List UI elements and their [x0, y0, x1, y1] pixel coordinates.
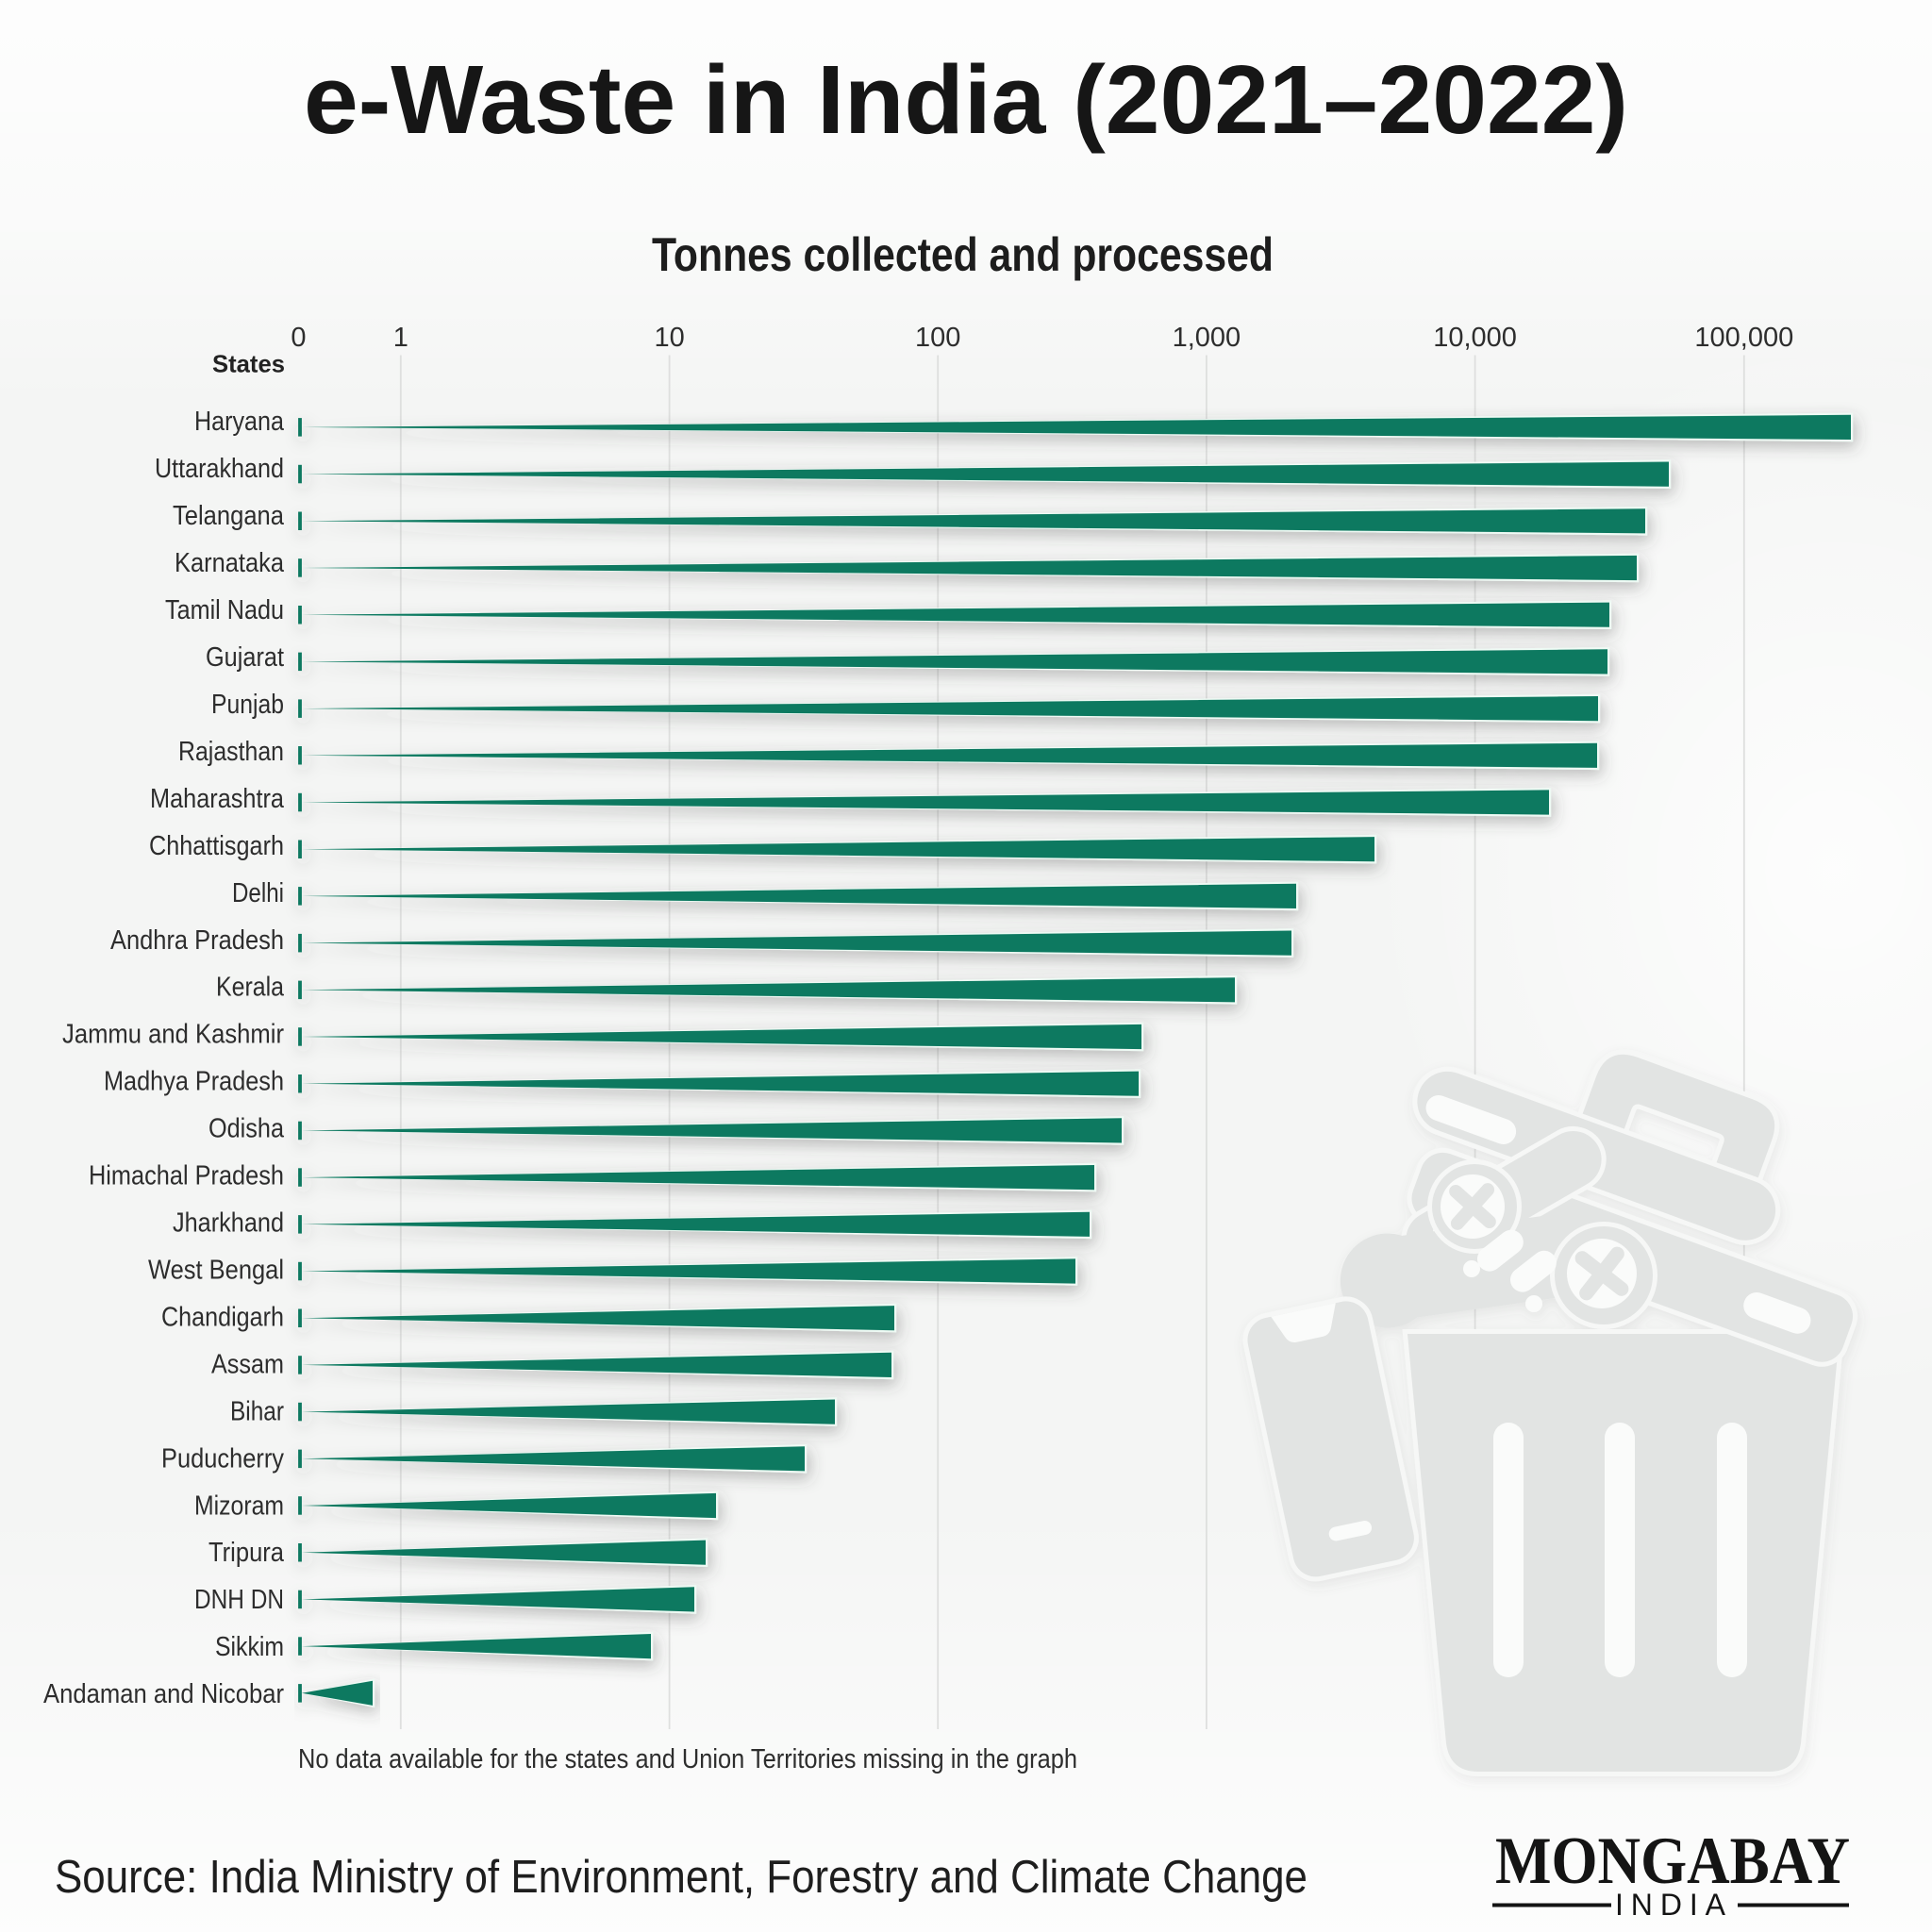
svg-text:Kerala: Kerala [216, 973, 285, 1003]
svg-text:Chandigarh: Chandigarh [161, 1302, 284, 1332]
svg-text:Gujarat: Gujarat [206, 642, 284, 673]
svg-text:Punjab: Punjab [211, 690, 284, 720]
svg-text:Andhra Pradesh: Andhra Pradesh [110, 925, 284, 956]
svg-text:Delhi: Delhi [232, 878, 284, 908]
svg-text:Haryana: Haryana [194, 407, 285, 437]
svg-text:Telangana: Telangana [173, 501, 285, 531]
svg-text:Tonnes collected and processed: Tonnes collected and processed [652, 228, 1274, 281]
svg-text:Tripura: Tripura [208, 1538, 285, 1568]
svg-text:Assam: Assam [211, 1349, 284, 1379]
svg-text:e-Waste in India (2021–2022): e-Waste in India (2021–2022) [304, 45, 1628, 154]
svg-text:Puducherry: Puducherry [161, 1443, 284, 1474]
svg-text:Odisha: Odisha [208, 1114, 285, 1144]
svg-text:100,000: 100,000 [1694, 323, 1793, 353]
svg-text:Tamil Nadu: Tamil Nadu [165, 595, 284, 625]
svg-text:Mizoram: Mizoram [194, 1491, 284, 1521]
svg-text:Uttarakhand: Uttarakhand [155, 454, 284, 484]
svg-text:Bihar: Bihar [230, 1396, 284, 1426]
svg-text:100: 100 [915, 323, 960, 353]
svg-text:1,000: 1,000 [1173, 323, 1241, 353]
svg-text:Himachal Pradesh: Himachal Pradesh [89, 1161, 284, 1191]
svg-text:INDIA: INDIA [1615, 1888, 1726, 1922]
svg-text:Andaman and Nicobar: Andaman and Nicobar [43, 1679, 284, 1709]
svg-text:No data available for the stat: No data available for the states and Uni… [298, 1744, 1077, 1774]
svg-text:Source: India Ministry of Envi: Source: India Ministry of Environment, F… [55, 1852, 1307, 1903]
svg-text:10,000: 10,000 [1433, 323, 1517, 353]
svg-text:Maharashtra: Maharashtra [150, 784, 285, 814]
svg-text:States: States [212, 350, 285, 378]
svg-text:Karnataka: Karnataka [175, 548, 285, 578]
svg-text:Chhattisgarh: Chhattisgarh [149, 831, 284, 861]
svg-text:Sikkim: Sikkim [215, 1632, 284, 1662]
svg-text:10: 10 [654, 323, 684, 353]
svg-text:1: 1 [393, 323, 408, 353]
svg-text:Jammu and Kashmir: Jammu and Kashmir [62, 1020, 284, 1050]
svg-text:0: 0 [291, 323, 306, 353]
svg-text:West Bengal: West Bengal [148, 1256, 284, 1286]
svg-text:MONGABAY: MONGABAY [1495, 1824, 1850, 1898]
svg-text:DNH DN: DNH DN [194, 1585, 284, 1615]
svg-text:Rajasthan: Rajasthan [178, 737, 284, 767]
svg-text:Jharkhand: Jharkhand [173, 1208, 284, 1239]
svg-text:Madhya Pradesh: Madhya Pradesh [104, 1067, 284, 1097]
